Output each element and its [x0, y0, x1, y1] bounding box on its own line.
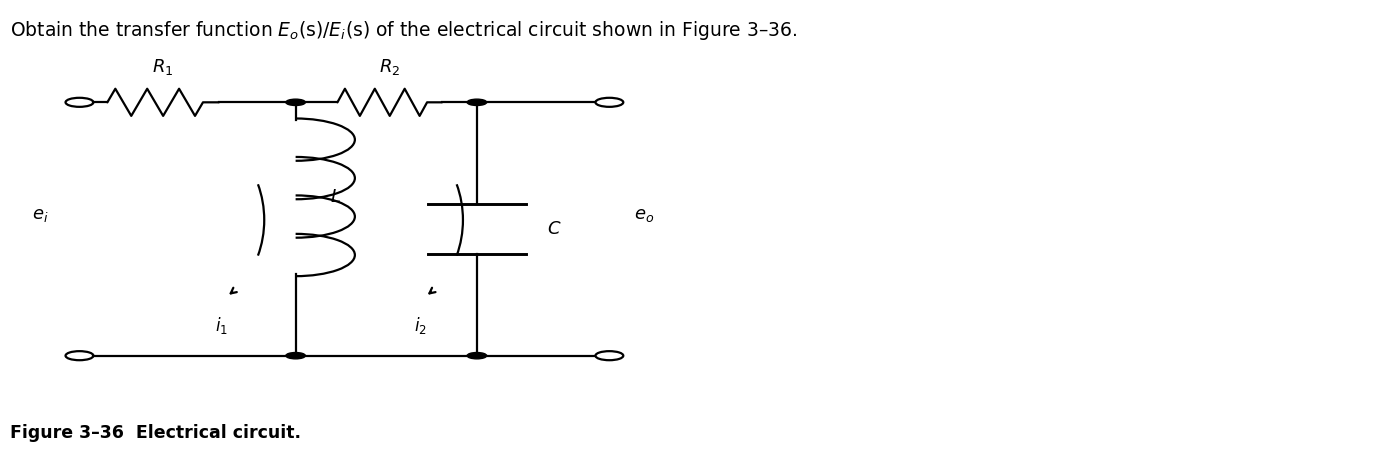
Circle shape: [468, 99, 487, 105]
Text: $R_2$: $R_2$: [379, 57, 400, 77]
Text: Obtain the transfer function $E_o$(s)/$E_i$(s) of the electrical circuit shown i: Obtain the transfer function $E_o$(s)/$E…: [10, 19, 797, 42]
Text: $i_2$: $i_2$: [414, 315, 427, 336]
Circle shape: [468, 353, 487, 359]
Text: $e_o$: $e_o$: [634, 207, 655, 224]
Text: $e_i$: $e_i$: [32, 207, 49, 224]
Circle shape: [286, 99, 305, 105]
Text: Figure 3–36  Electrical circuit.: Figure 3–36 Electrical circuit.: [10, 424, 301, 442]
Text: $R_1$: $R_1$: [153, 57, 174, 77]
Text: $i_1$: $i_1$: [216, 315, 228, 336]
Circle shape: [286, 353, 305, 359]
Text: $L$: $L$: [330, 188, 342, 206]
Text: $C$: $C$: [546, 220, 561, 238]
